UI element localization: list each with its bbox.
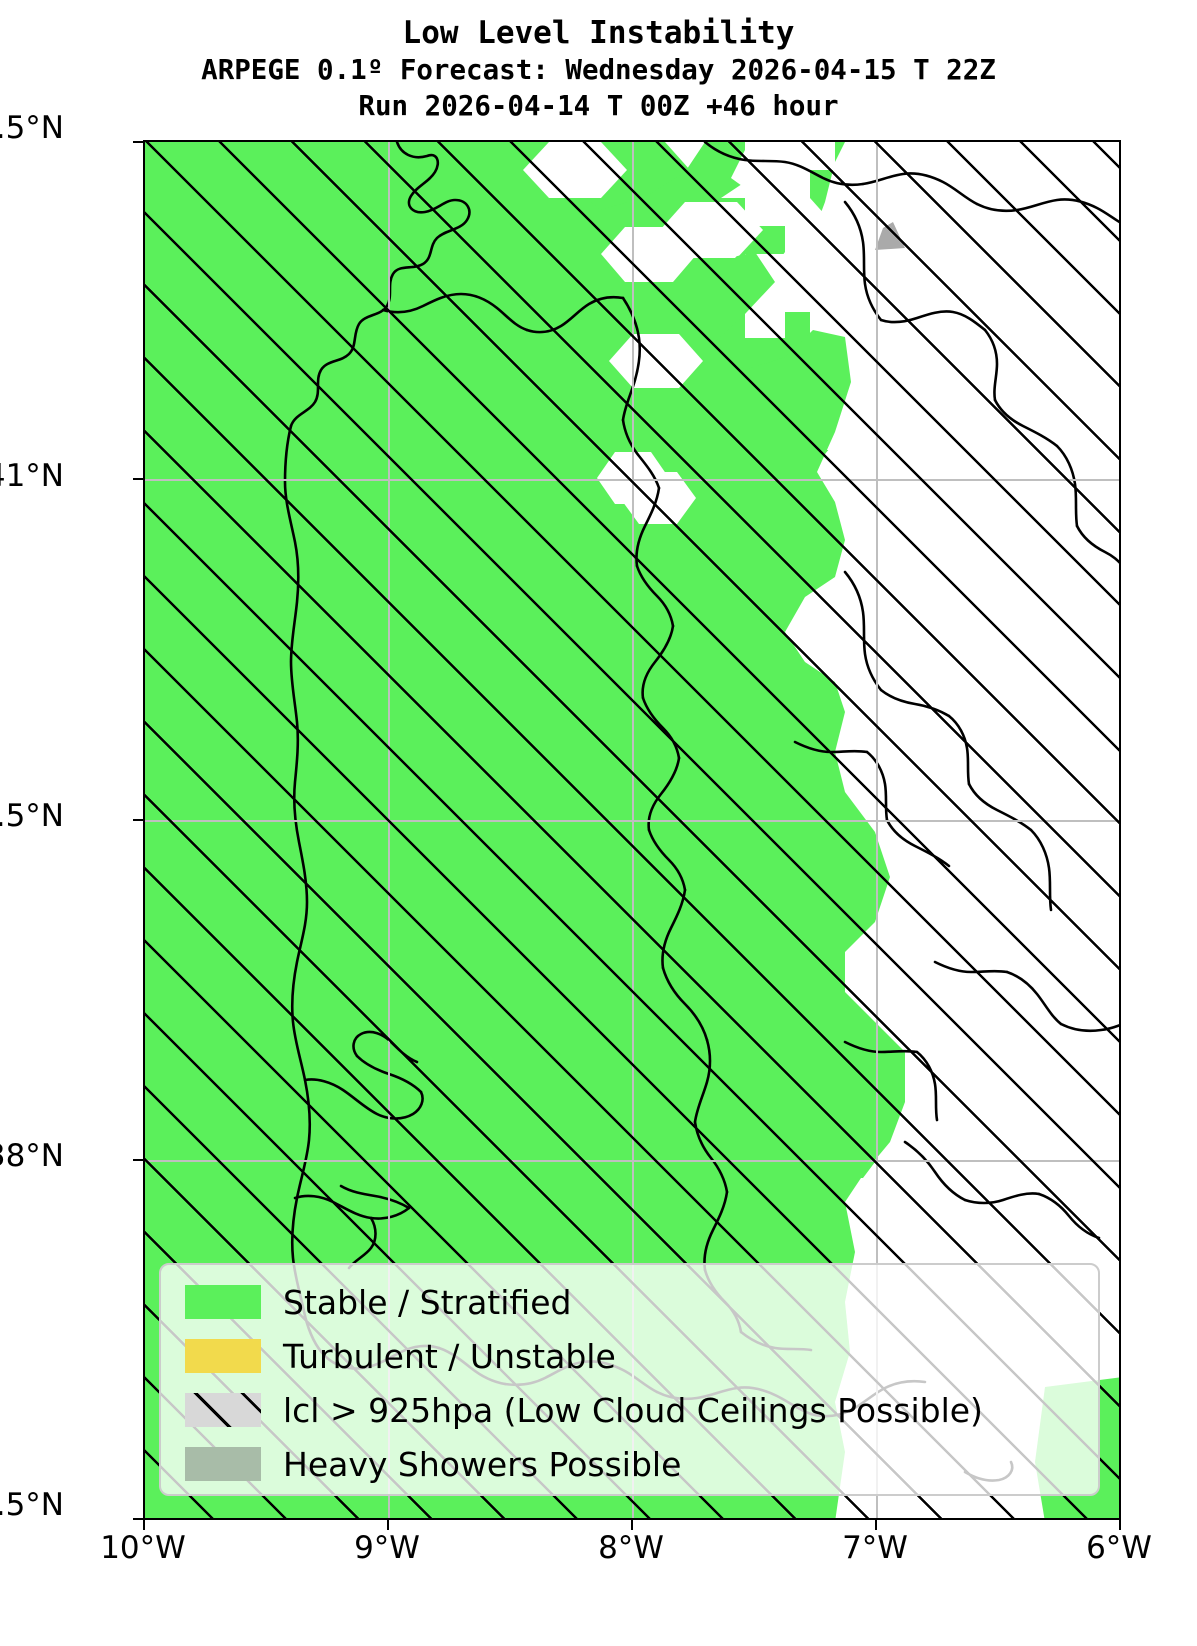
ytick-label-1: 41°N [0,458,64,494]
xtick-label-4: 6°W [1086,1530,1152,1566]
legend-swatch-stable [185,1285,261,1319]
xtick-mark-2 [631,1520,633,1530]
legend-item-stable: Stable / Stratified [185,1275,1098,1329]
ytick-mark-3 [133,1159,143,1161]
legend-label-stable: Stable / Stratified [283,1282,572,1322]
legend-item-unstable: Turbulent / Unstable [185,1329,1098,1383]
map-legend: Stable / Stratified Turbulent / Unstable… [159,1263,1100,1496]
legend-label-lcl: lcl > 925hpa (Low Cloud Ceilings Possibl… [283,1390,983,1430]
xtick-label-0: 10°W [100,1530,186,1566]
xtick-label-2: 8°W [598,1530,664,1566]
page-title: Low Level Instability [402,15,795,51]
xtick-mark-1 [387,1520,389,1530]
xtick-label-3: 7°W [842,1530,908,1566]
xtick-mark-4 [1119,1520,1121,1530]
xtick-mark-3 [875,1520,877,1530]
ytick-mark-4 [133,1518,143,1520]
forecast-subtitle: ARPEGE 0.1º Forecast: Wednesday 2026-04-… [201,54,996,86]
legend-item-lcl: lcl > 925hpa (Low Cloud Ceilings Possibl… [185,1383,1098,1437]
ytick-label-0: 42.5°N [0,110,64,146]
xtick-mark-0 [143,1520,145,1530]
ytick-label-2: 39.5°N [0,798,64,834]
ytick-label-3: 38°N [0,1138,64,1174]
ytick-label-4: 36.5°N [0,1487,64,1523]
ytick-mark-2 [133,819,143,821]
ytick-mark-0 [133,141,143,143]
xtick-label-1: 9°W [354,1530,420,1566]
forecast-map[interactable]: Stable / Stratified Turbulent / Unstable… [143,140,1121,1520]
legend-item-showers: Heavy Showers Possible [185,1437,1098,1491]
chart-titles: Low Level Instability ARPEGE 0.1º Foreca… [0,0,1197,124]
legend-swatch-unstable [185,1339,261,1373]
legend-label-showers: Heavy Showers Possible [283,1444,682,1484]
ytick-mark-1 [133,478,143,480]
legend-swatch-lcl [185,1393,261,1427]
legend-label-unstable: Turbulent / Unstable [283,1336,616,1376]
run-subtitle: Run 2026-04-14 T 00Z +46 hour [358,90,839,122]
legend-swatch-showers [185,1447,261,1481]
